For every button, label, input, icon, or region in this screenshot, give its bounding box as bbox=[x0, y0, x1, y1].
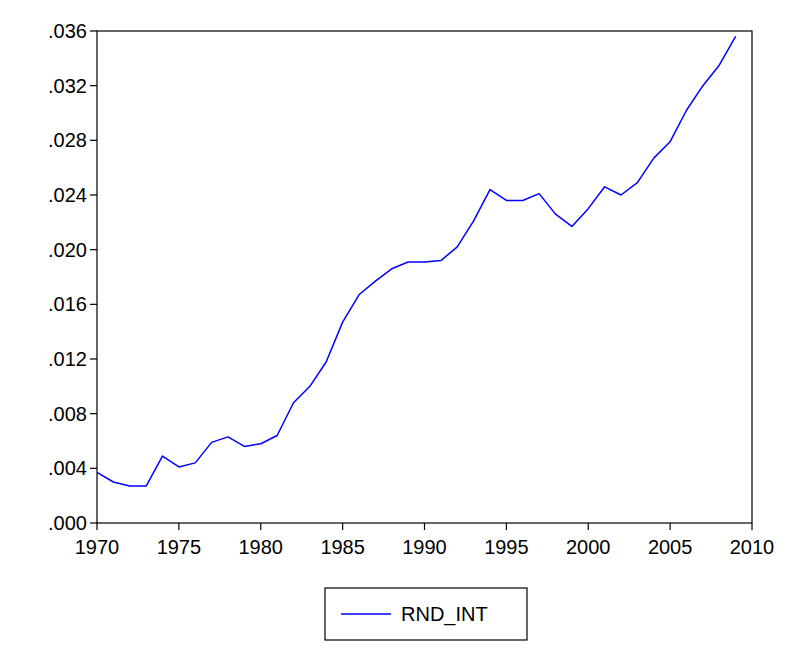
legend-box bbox=[325, 588, 527, 640]
y-tick bbox=[90, 522, 97, 523]
y-tick-label: .012 bbox=[48, 348, 87, 370]
legend: RND_INT bbox=[325, 588, 527, 640]
y-tick bbox=[90, 85, 97, 86]
y-tick bbox=[90, 468, 97, 469]
x-tick bbox=[178, 523, 179, 530]
y-tick bbox=[90, 413, 97, 414]
plot-frame bbox=[97, 31, 752, 523]
x-tick-label: 1995 bbox=[484, 536, 529, 558]
x-tick bbox=[506, 523, 507, 530]
y-tick-label: .032 bbox=[48, 75, 87, 97]
x-tick bbox=[424, 523, 425, 530]
legend-label: RND_INT bbox=[401, 603, 488, 626]
x-tick-label: 1970 bbox=[75, 536, 120, 558]
x-tick-label: 2000 bbox=[566, 536, 611, 558]
y-tick bbox=[90, 304, 97, 305]
x-tick bbox=[260, 523, 261, 530]
y-tick-label: .024 bbox=[48, 184, 87, 206]
y-tick-label: .008 bbox=[48, 403, 87, 425]
y-tick-label: .000 bbox=[48, 512, 87, 534]
x-tick bbox=[588, 523, 589, 530]
series-line bbox=[97, 36, 736, 486]
y-tick-label: .016 bbox=[48, 293, 87, 315]
y-tick bbox=[90, 358, 97, 359]
x-tick bbox=[342, 523, 343, 530]
legend-key bbox=[341, 613, 391, 615]
y-tick-label: .028 bbox=[48, 129, 87, 151]
y-tick bbox=[90, 249, 97, 250]
y-tick bbox=[90, 194, 97, 195]
x-tick-label: 2005 bbox=[648, 536, 693, 558]
x-tick-label: 1980 bbox=[239, 536, 284, 558]
x-tick bbox=[751, 523, 752, 530]
x-tick bbox=[670, 523, 671, 530]
x-tick-label: 1985 bbox=[320, 536, 365, 558]
y-tick-label: .004 bbox=[48, 457, 87, 479]
chart: .000 .004 .008 .012 .016 .020 .024 .028 .032 .036… bbox=[0, 0, 802, 661]
x-tick-label: 1975 bbox=[157, 536, 202, 558]
y-tick bbox=[90, 30, 97, 31]
x-tick-label: 1990 bbox=[402, 536, 447, 558]
y-tick bbox=[90, 140, 97, 141]
y-tick-label: .020 bbox=[48, 239, 87, 261]
x-tick-label: 2010 bbox=[730, 536, 775, 558]
x-tick bbox=[96, 523, 97, 530]
plot-area bbox=[97, 36, 736, 486]
y-tick-label: .036 bbox=[48, 20, 87, 42]
